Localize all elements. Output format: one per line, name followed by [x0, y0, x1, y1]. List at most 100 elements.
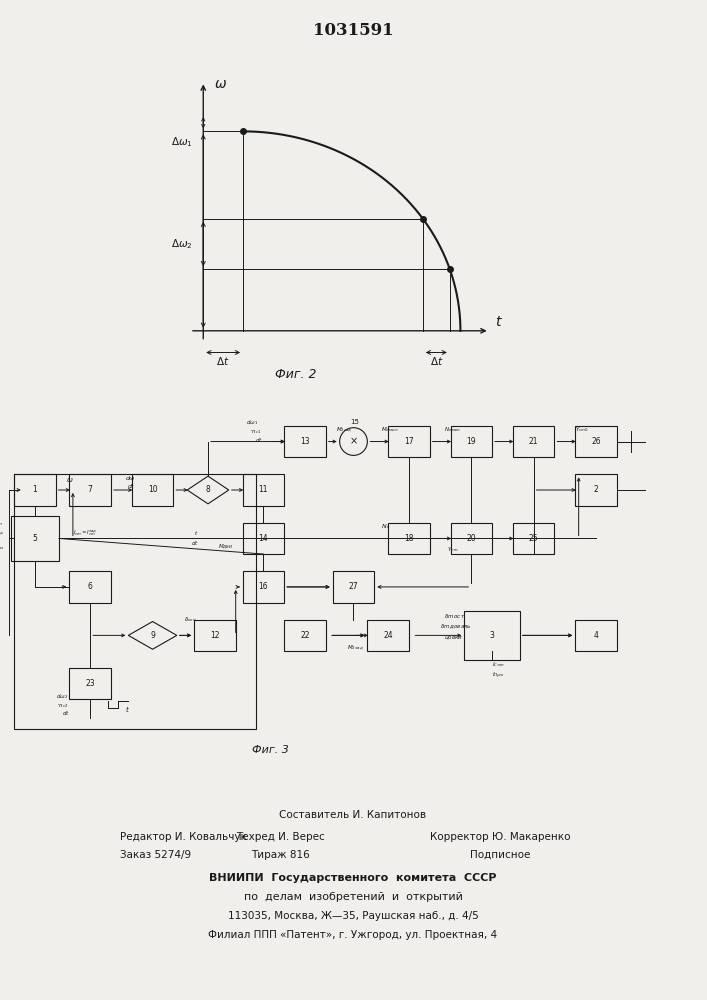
- Text: $\times$: $\times$: [349, 436, 358, 447]
- Bar: [69, 668, 111, 699]
- Text: $t$: $t$: [125, 704, 130, 714]
- Text: 2: 2: [594, 486, 598, 494]
- Text: 19: 19: [467, 437, 476, 446]
- Text: $M_{ДВИ}$: $M_{ДВИ}$: [218, 543, 233, 552]
- Text: 10: 10: [148, 486, 158, 494]
- Bar: [575, 474, 617, 506]
- Text: $Y_{cm\,0}$: $Y_{cm\,0}$: [575, 425, 590, 434]
- Text: $I_{cm}=I^{зад}_{cm}$: $I_{cm}=I^{зад}_{cm}$: [73, 529, 97, 538]
- Text: $d\omega_1$: $d\omega_1$: [246, 418, 258, 427]
- Bar: [284, 426, 326, 457]
- Text: $\Delta t$: $\Delta t$: [430, 355, 443, 367]
- Text: 16: 16: [259, 582, 268, 591]
- Bar: [69, 571, 111, 602]
- Bar: [450, 426, 492, 457]
- Text: 113035, Москва, Ж—35, Раушская наб., д. 4/5: 113035, Москва, Ж—35, Раушская наб., д. …: [228, 911, 479, 921]
- Text: 7: 7: [88, 486, 93, 494]
- Text: 24: 24: [383, 631, 393, 640]
- Text: $d\omega_2$: $d\omega_2$: [56, 692, 68, 701]
- Text: 18: 18: [404, 534, 414, 543]
- Text: $\delta_{кон}$: $\delta_{кон}$: [184, 616, 196, 624]
- Text: 13: 13: [300, 437, 310, 446]
- Text: Техред И. Верес: Техред И. Верес: [235, 832, 325, 842]
- Text: $\omega$: $\omega$: [214, 77, 227, 91]
- Text: 6: 6: [88, 582, 93, 591]
- Bar: [69, 474, 111, 506]
- Text: 20: 20: [467, 534, 476, 543]
- Text: Заказ 5274/9: Заказ 5274/9: [120, 850, 191, 860]
- Bar: [284, 620, 326, 651]
- Text: $I_{сжм}$: $I_{сжм}$: [0, 543, 4, 552]
- Text: Составитель И. Капитонов: Составитель И. Капитонов: [279, 810, 426, 820]
- Text: $M_{2\,зад}$: $M_{2\,зад}$: [346, 643, 363, 653]
- Text: 1031591: 1031591: [313, 22, 394, 39]
- Text: 8: 8: [206, 486, 211, 494]
- Text: $Y_{стп}$: $Y_{стп}$: [447, 545, 459, 554]
- Bar: [333, 571, 374, 602]
- Text: Подписное: Подписное: [470, 850, 530, 860]
- Text: 26: 26: [591, 437, 601, 446]
- Bar: [194, 620, 235, 651]
- Bar: [11, 516, 59, 561]
- Bar: [575, 426, 617, 457]
- Text: Тираж 816: Тираж 816: [250, 850, 310, 860]
- Text: 9: 9: [150, 631, 155, 640]
- Text: $t$: $t$: [495, 315, 503, 329]
- Text: $\delta m\,доваль$: $\delta m\,доваль$: [440, 623, 472, 631]
- Text: 4: 4: [594, 631, 598, 640]
- Bar: [14, 474, 56, 506]
- Text: Редактор И. Ковальчук: Редактор И. Ковальчук: [120, 832, 247, 842]
- Text: 12: 12: [210, 631, 220, 640]
- Text: $\cdot n_{c2}$: $\cdot n_{c2}$: [57, 702, 69, 710]
- Bar: [450, 523, 492, 554]
- Text: Фиг. 3: Фиг. 3: [252, 745, 288, 755]
- Text: $dt$: $dt$: [127, 482, 136, 490]
- Text: $\delta m\,ост$: $\delta m\,ост$: [443, 612, 465, 620]
- Text: 1: 1: [33, 486, 37, 494]
- Text: $M_{2зад}$: $M_{2зад}$: [337, 425, 352, 435]
- Text: $I_{зад}$: $I_{зад}$: [0, 529, 4, 538]
- Text: Фиг. 2: Фиг. 2: [275, 368, 317, 381]
- Text: $I_{Стоп}$: $I_{Стоп}$: [492, 661, 506, 669]
- Bar: [132, 474, 173, 506]
- Text: Корректор Ю. Макаренко: Корректор Ю. Макаренко: [430, 832, 571, 842]
- Bar: [243, 474, 284, 506]
- Text: 25: 25: [529, 534, 539, 543]
- Text: $M_{е\,мин}$: $M_{е\,мин}$: [381, 425, 399, 434]
- Bar: [368, 620, 409, 651]
- Bar: [388, 426, 430, 457]
- Text: $dt$: $dt$: [62, 709, 70, 717]
- Text: $dt$: $dt$: [255, 436, 263, 444]
- Text: 21: 21: [529, 437, 539, 446]
- Bar: [243, 571, 284, 602]
- Text: $\omega$: $\omega$: [66, 476, 74, 484]
- Bar: [513, 426, 554, 457]
- Text: $\cdot n_{c1}$: $\cdot n_{c1}$: [250, 428, 261, 436]
- Bar: [575, 620, 617, 651]
- Text: 22: 22: [300, 631, 310, 640]
- Bar: [388, 523, 430, 554]
- Text: $N_{е\,мин}$: $N_{е\,мин}$: [443, 425, 460, 434]
- Text: $I_{Пуск}$: $I_{Пуск}$: [492, 671, 506, 681]
- Text: $d\omega$: $d\omega$: [125, 474, 136, 482]
- Bar: [464, 611, 520, 660]
- Text: $\Delta\omega_1$: $\Delta\omega_1$: [171, 135, 192, 149]
- Text: Филиал ППП «Патент», г. Ужгород, ул. Проектная, 4: Филиал ППП «Патент», г. Ужгород, ул. Про…: [209, 930, 498, 940]
- Text: $\Delta t$: $\Delta t$: [216, 355, 230, 367]
- Text: 5: 5: [33, 534, 37, 543]
- Text: 27: 27: [349, 582, 358, 591]
- Text: ВНИИПИ  Государственного  комитета  СССР: ВНИИПИ Государственного комитета СССР: [209, 873, 497, 883]
- Text: 3: 3: [490, 631, 494, 640]
- Text: 11: 11: [259, 486, 268, 494]
- Text: $цовки$: $цовки$: [443, 634, 462, 642]
- Bar: [513, 523, 554, 554]
- Text: по  делам  изобретений  и  открытий: по делам изобретений и открытий: [244, 892, 462, 902]
- Bar: [243, 523, 284, 554]
- Text: 15: 15: [350, 419, 359, 425]
- Text: $t$: $t$: [194, 529, 199, 537]
- Text: 17: 17: [404, 437, 414, 446]
- Text: $N_т$: $N_т$: [381, 522, 390, 531]
- Bar: [14, 474, 257, 729]
- Text: 23: 23: [86, 679, 95, 688]
- Text: $\Delta\omega_2$: $\Delta\omega_2$: [171, 237, 192, 251]
